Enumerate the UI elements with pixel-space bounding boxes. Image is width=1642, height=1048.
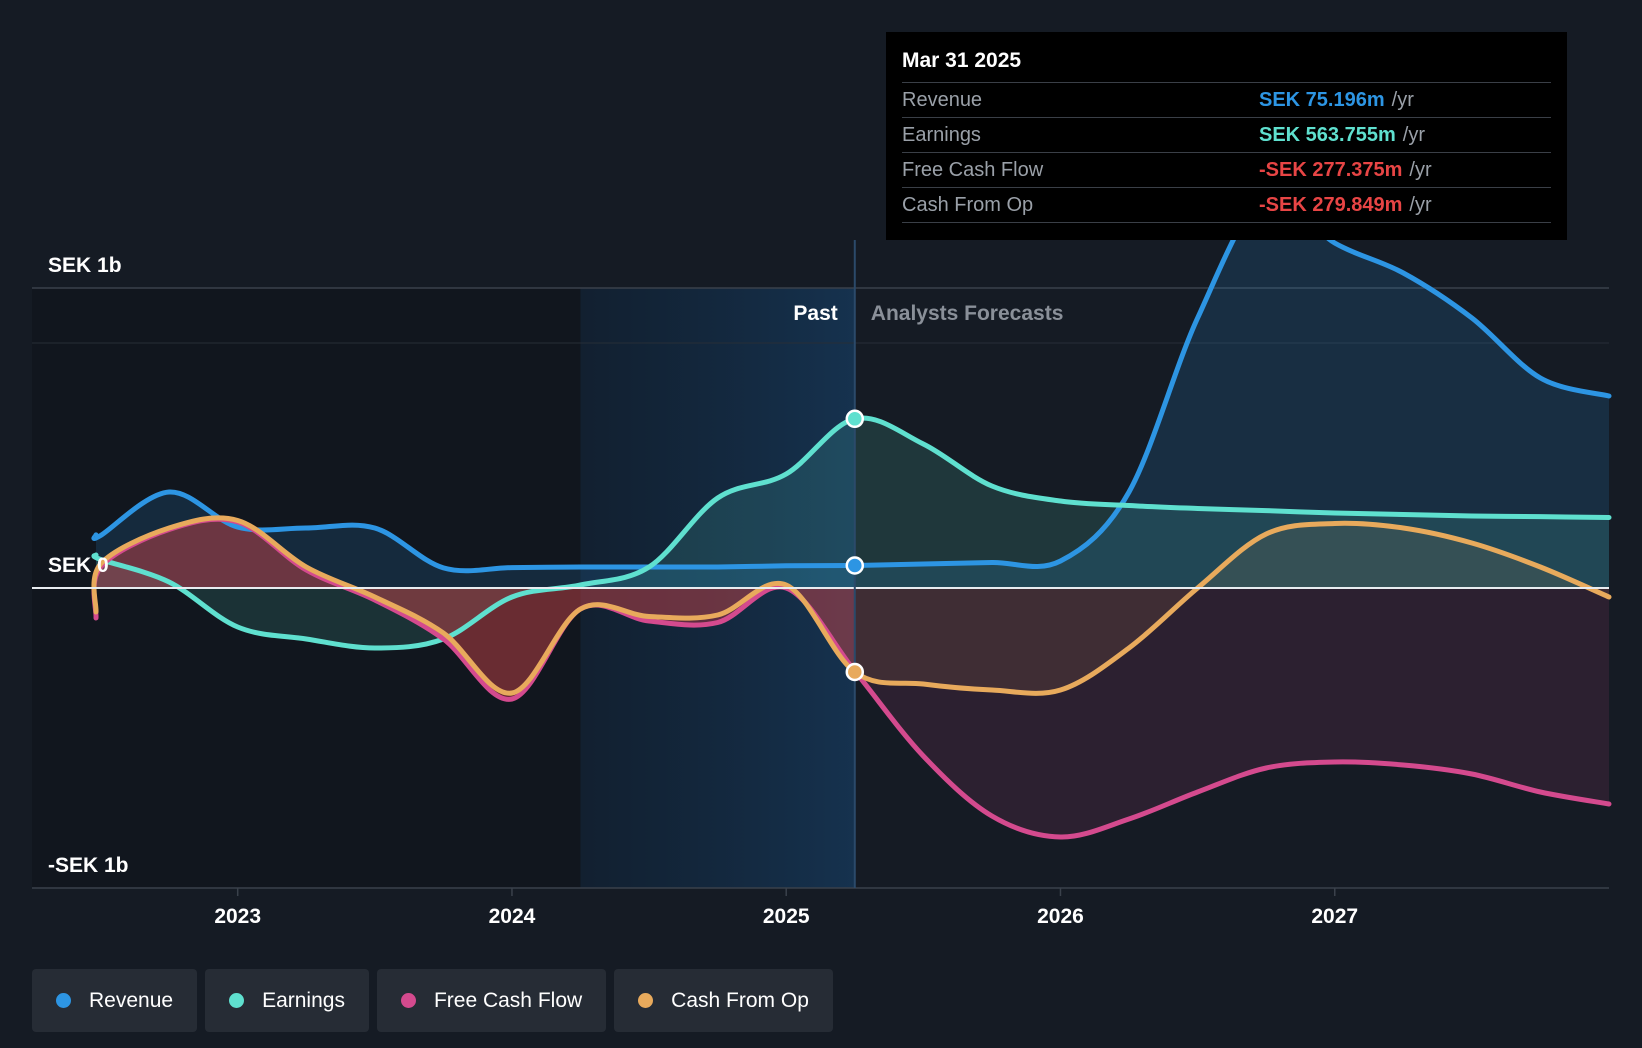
tooltip-row-free-cash-flow: Free Cash Flow -SEK 277.375m /yr: [902, 152, 1551, 187]
legend-item-revenue[interactable]: Revenue: [32, 969, 198, 1032]
marker-earnings: [845, 409, 865, 429]
tooltip-date: Mar 31 2025: [902, 49, 1022, 72]
x-tick-label: 2027: [1311, 905, 1358, 928]
legend: Revenue Earnings Free Cash Flow Cash Fro…: [32, 969, 841, 1032]
legend-dot-icon: [638, 993, 654, 1008]
tooltip-unit: /yr: [1409, 158, 1432, 181]
tooltip-value: SEK 75.196m: [1259, 88, 1385, 111]
area-revenue: [93, 192, 1609, 588]
area-earnings: [93, 417, 1609, 648]
tooltip-label: Free Cash Flow: [902, 158, 1044, 181]
legend-dot-icon: [56, 993, 71, 1008]
forecast-label: Analysts Forecasts: [871, 302, 1064, 325]
legend-dot-icon: [229, 993, 245, 1008]
y-tick-label: SEK 0: [48, 554, 109, 577]
tooltip-row-cash-from-op: Cash From Op -SEK 279.849m /yr: [902, 187, 1551, 223]
legend-item-cash-from-op[interactable]: Cash From Op: [614, 969, 833, 1032]
tooltip: Mar 31 2025 Revenue SEK 75.196m /yr Earn…: [886, 32, 1567, 240]
legend-item-free-cash-flow[interactable]: Free Cash Flow: [376, 969, 607, 1032]
tooltip-unit: /yr: [1409, 193, 1432, 216]
y-tick-label: -SEK 1b: [48, 854, 129, 877]
y-tick-label: SEK 1b: [48, 254, 122, 277]
legend-label: Earnings: [262, 988, 345, 1012]
area-free-cash-flow: [93, 519, 1609, 838]
tooltip-value: SEK 563.755m: [1259, 123, 1396, 146]
tooltip-row-earnings: Earnings SEK 563.755m /yr: [902, 117, 1551, 152]
marker-revenue: [845, 556, 865, 575]
tooltip-unit: /yr: [1391, 88, 1414, 111]
tooltip-label: Earnings: [902, 123, 981, 146]
marker-cash-from-op: [845, 662, 865, 682]
legend-label: Cash From Op: [671, 988, 809, 1012]
tooltip-value: -SEK 277.375m: [1259, 158, 1403, 181]
tooltip-value: -SEK 279.849m: [1259, 193, 1403, 216]
line-earnings: [91, 415, 1612, 651]
past-label: Past: [793, 302, 837, 325]
x-tick-label: 2023: [214, 905, 261, 928]
legend-dot-icon: [400, 993, 416, 1008]
legend-item-earnings[interactable]: Earnings: [205, 969, 369, 1032]
line-cash-from-op: [91, 515, 1612, 696]
tooltip-unit: /yr: [1402, 123, 1425, 146]
tooltip-label: Cash From Op: [902, 193, 1034, 216]
x-tick-label: 2025: [763, 905, 810, 928]
x-tick-label: 2026: [1037, 905, 1084, 928]
tooltip-label: Revenue: [902, 88, 983, 111]
x-tick-label: 2024: [489, 905, 536, 928]
legend-label: Free Cash Flow: [433, 988, 583, 1012]
legend-label: Revenue: [89, 988, 174, 1012]
area-negative-past: [93, 519, 855, 700]
tooltip-row-revenue: Revenue SEK 75.196m /yr: [902, 82, 1551, 117]
